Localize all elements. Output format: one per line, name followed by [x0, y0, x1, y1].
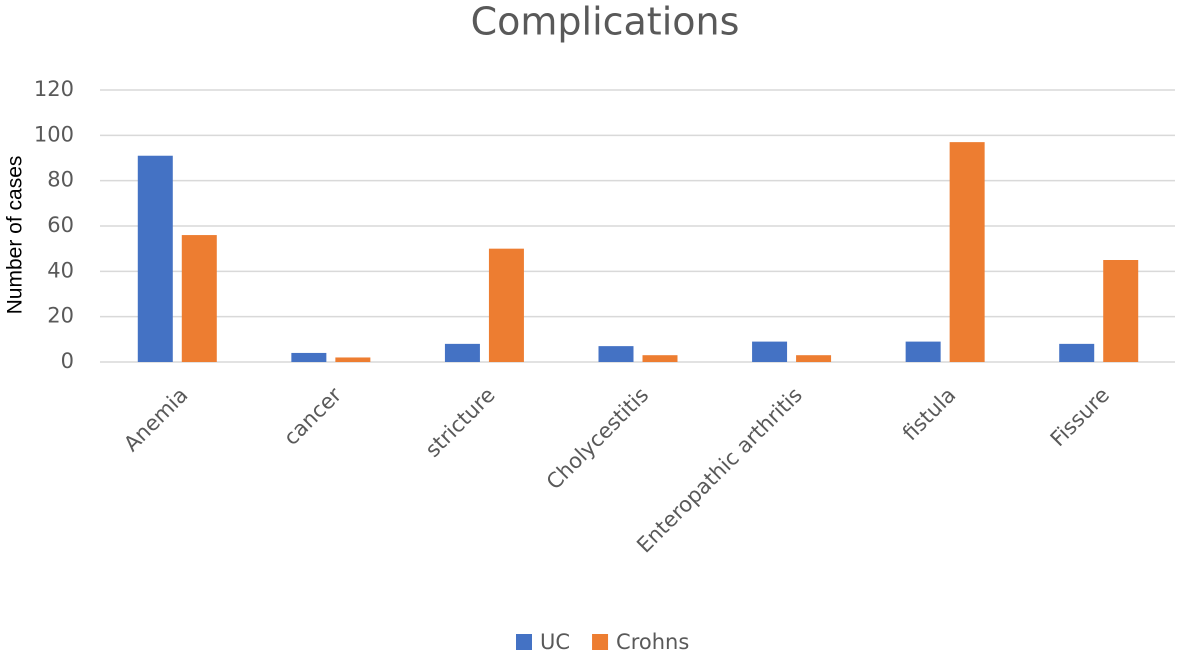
- legend-label: UC: [540, 630, 570, 654]
- y-tick-label: 0: [61, 349, 74, 373]
- bar: [335, 357, 371, 362]
- x-tick-label: Fissure: [1046, 383, 1114, 451]
- x-tick-label: Anemia: [119, 383, 192, 456]
- chart-title: Complications: [471, 0, 740, 44]
- y-tick-label: 40: [47, 258, 74, 282]
- bar: [1059, 343, 1095, 362]
- bar: [488, 248, 524, 362]
- legend-swatch: [516, 634, 532, 650]
- y-tick-label: 80: [47, 168, 74, 192]
- x-tick-label: Enteropathic arthritis: [632, 383, 807, 558]
- bar: [181, 235, 217, 362]
- x-tick-label: stricture: [421, 383, 500, 462]
- bar: [444, 343, 480, 362]
- bar: [598, 346, 634, 362]
- bar: [796, 355, 832, 362]
- x-tick-label: fistula: [898, 383, 961, 446]
- y-tick-label: 60: [47, 213, 74, 237]
- bar: [137, 155, 173, 362]
- y-tick-label: 100: [34, 122, 74, 146]
- bar: [949, 142, 985, 362]
- x-tick-label: Cholycestitis: [542, 383, 653, 494]
- bar: [642, 355, 678, 362]
- bar: [752, 341, 788, 362]
- y-axis-label: Number of cases: [4, 156, 27, 315]
- x-tick-label: cancer: [279, 383, 346, 450]
- y-tick-label: 120: [34, 77, 74, 101]
- legend-label: Crohns: [616, 630, 689, 654]
- bar: [1103, 260, 1139, 362]
- bar: [905, 341, 941, 362]
- bar: [291, 352, 327, 362]
- legend-swatch: [592, 634, 609, 650]
- y-tick-label: 20: [47, 304, 74, 328]
